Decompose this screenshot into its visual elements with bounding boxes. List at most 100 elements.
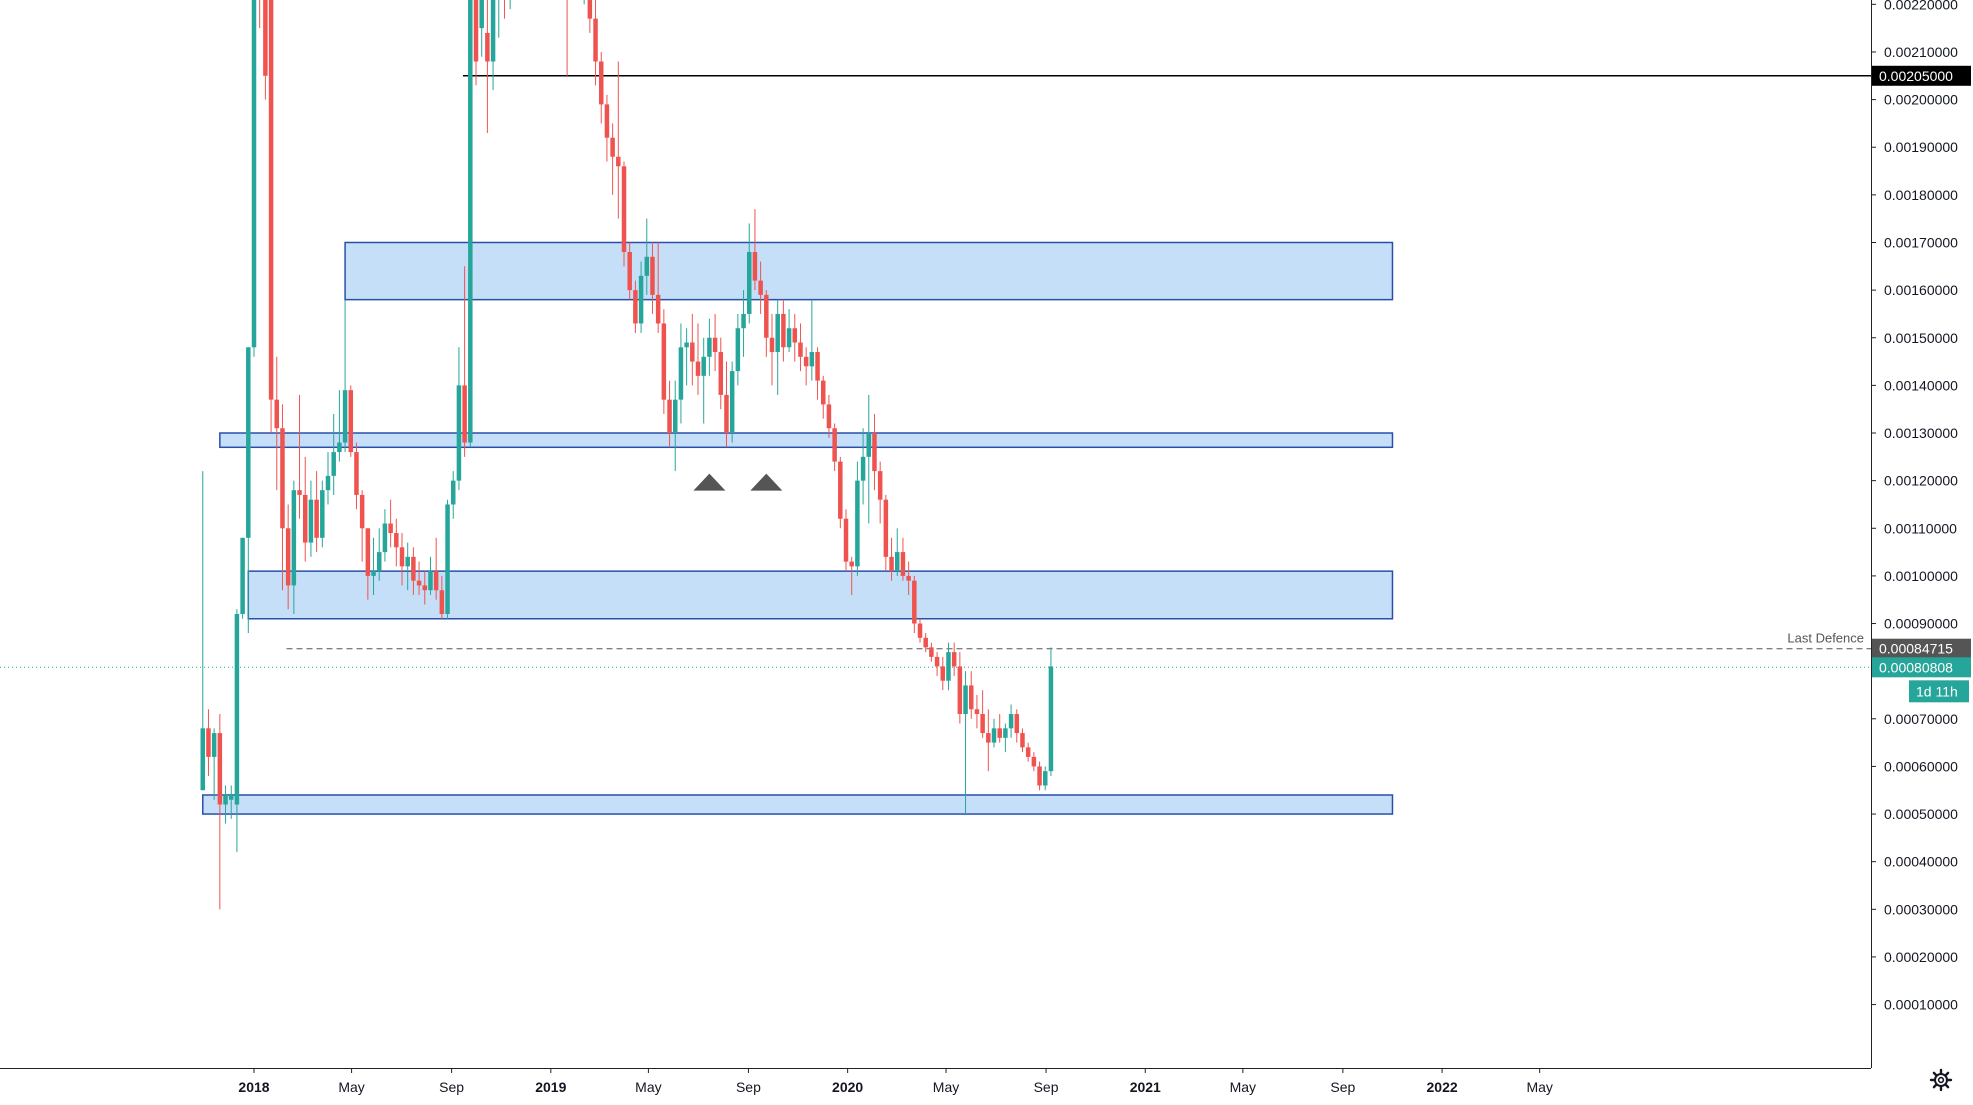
countdown-label: 1d 11h bbox=[1916, 683, 1958, 699]
candle-down bbox=[359, 494, 365, 529]
countdown-bg bbox=[1909, 680, 1969, 703]
candle-down bbox=[604, 104, 610, 138]
candle-up bbox=[746, 252, 752, 314]
price-tick-label: 0.00110000 bbox=[1884, 520, 1957, 536]
candle-down bbox=[365, 528, 371, 576]
zone-rect bbox=[202, 794, 1394, 815]
time-tick-label: Sep bbox=[1034, 1079, 1059, 1095]
current-price-label-bg bbox=[1872, 657, 1971, 678]
candle-down bbox=[815, 352, 820, 381]
time-tick-label: Sep bbox=[439, 1079, 464, 1095]
candle-down bbox=[826, 404, 832, 429]
zone-rect bbox=[247, 570, 1394, 620]
candle-up bbox=[240, 537, 245, 615]
candle-down bbox=[917, 623, 923, 638]
price-tick-label: 0.00160000 bbox=[1884, 282, 1958, 298]
candle-down bbox=[263, 0, 268, 76]
candle-down bbox=[206, 728, 211, 757]
candle-down bbox=[883, 499, 889, 557]
candle-down bbox=[690, 342, 695, 362]
candle-down bbox=[718, 352, 724, 395]
price-axis[interactable]: 0.00010000 0.00020000 0.00030000 0.00040000… bbox=[1871, 0, 1973, 1068]
last-defence-price-label: 0.00084715 bbox=[1879, 641, 1953, 657]
candle-up bbox=[251, 0, 257, 348]
candle-down bbox=[433, 571, 439, 591]
candle-down bbox=[473, 0, 479, 62]
candle-down bbox=[661, 323, 667, 400]
candle-down bbox=[667, 399, 672, 434]
current-price-label: 0.00080808 bbox=[1879, 659, 1953, 675]
candle-down bbox=[929, 647, 934, 657]
candle-up bbox=[701, 356, 706, 376]
candle-down bbox=[752, 252, 758, 281]
price-tick-label: 0.00200000 bbox=[1884, 92, 1958, 108]
candle-down bbox=[439, 590, 445, 615]
price-tick-label: 0.00220000 bbox=[1884, 0, 1958, 12]
candle-down bbox=[302, 494, 308, 543]
candle-down bbox=[399, 547, 405, 567]
horizontal-lines bbox=[0, 75, 1871, 668]
candle-down bbox=[587, 0, 593, 19]
triangle-marker-icon bbox=[750, 473, 783, 491]
price-tick-label: 0.00210000 bbox=[1884, 44, 1958, 60]
candle-up bbox=[405, 556, 410, 567]
candle-down bbox=[923, 637, 928, 648]
candle-down bbox=[820, 380, 826, 405]
candle-down bbox=[980, 714, 985, 734]
candle-down bbox=[712, 337, 718, 353]
time-tick-label: Sep bbox=[736, 1079, 761, 1095]
time-tick-label: May bbox=[933, 1079, 959, 1095]
candle-down bbox=[957, 666, 963, 715]
last-defence-annotation: Last Defence bbox=[1787, 631, 1864, 646]
candle-down bbox=[940, 666, 946, 681]
candle-down bbox=[849, 561, 854, 567]
candle-down bbox=[217, 733, 223, 805]
settings-gear-button[interactable] bbox=[1927, 1066, 1955, 1094]
candle-up bbox=[428, 571, 433, 591]
last-defence-price-label-bg bbox=[1872, 638, 1971, 659]
candle-up bbox=[1048, 666, 1054, 772]
candle-up bbox=[946, 652, 951, 681]
time-tick-label: 2020 bbox=[832, 1079, 863, 1095]
candle-down bbox=[268, 0, 274, 400]
candle-down bbox=[872, 433, 877, 472]
candle-up bbox=[234, 614, 240, 805]
candle-up bbox=[325, 475, 331, 491]
candle-down bbox=[792, 328, 798, 343]
candle-down bbox=[411, 556, 416, 581]
price-tick-label: 0.00130000 bbox=[1884, 425, 1958, 441]
candle-down bbox=[769, 337, 775, 353]
candle-down bbox=[593, 18, 598, 62]
candle-down bbox=[1025, 747, 1031, 757]
candle-down bbox=[394, 533, 399, 548]
candle-up bbox=[490, 0, 496, 62]
candle-down bbox=[798, 342, 803, 357]
price-tick-label: 0.00010000 bbox=[1884, 997, 1958, 1013]
candle-up bbox=[468, 0, 473, 443]
candle-down bbox=[781, 313, 786, 348]
candle-down bbox=[297, 490, 302, 495]
support-resistance-zones bbox=[202, 241, 1394, 815]
candle-down bbox=[633, 290, 638, 324]
candle-up bbox=[809, 352, 815, 367]
candle-up bbox=[1008, 714, 1014, 729]
candle-up bbox=[228, 794, 234, 800]
candle-up bbox=[775, 313, 780, 353]
candle-up bbox=[638, 275, 644, 324]
candle-down bbox=[485, 32, 490, 62]
pattern-markers bbox=[693, 473, 783, 491]
candle-up bbox=[644, 256, 650, 276]
candle-down bbox=[354, 452, 359, 495]
time-axis[interactable]: 2018 May Sep 2019 May Sep 2020 May Sep 2021 May Sep… bbox=[0, 1068, 1973, 1100]
candle-down bbox=[280, 428, 285, 529]
candle-up bbox=[963, 685, 968, 715]
candle-down bbox=[627, 252, 632, 291]
price-tick-label: 0.00140000 bbox=[1884, 377, 1958, 393]
candle-down bbox=[764, 294, 769, 338]
candle-up bbox=[308, 499, 314, 543]
price-tick-label: 0.00180000 bbox=[1884, 187, 1958, 203]
candle-down bbox=[997, 728, 1002, 738]
candle-up bbox=[1042, 771, 1048, 786]
